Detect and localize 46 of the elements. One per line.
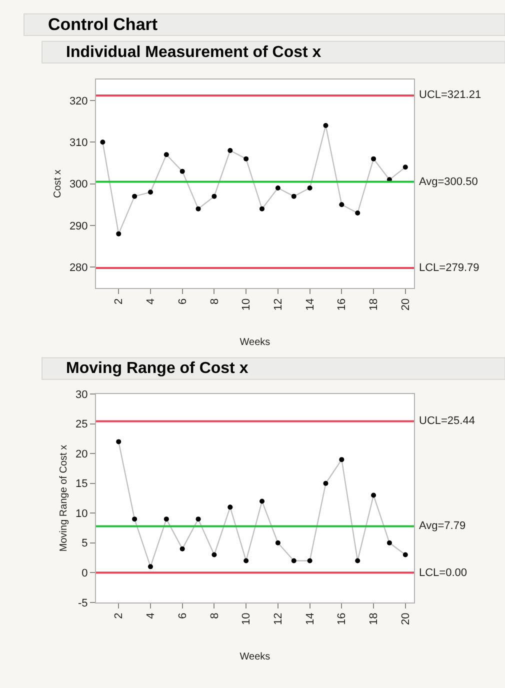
x-tick-label: 14	[304, 612, 316, 626]
y-axis-title: Cost x	[52, 170, 64, 198]
x-tick-label: 20	[400, 612, 412, 626]
y-tick-label: 0	[82, 567, 88, 580]
ref-line-label: UCL=25.44	[419, 415, 475, 427]
x-tick-label: 8	[208, 612, 221, 619]
x-tick-label: 16	[336, 612, 348, 626]
ref-line-label: LCL=0.00	[419, 567, 468, 579]
x-tick-label: 12	[272, 612, 285, 626]
chart-title: Control Chart	[48, 15, 158, 34]
y-tick-label: 25	[76, 418, 88, 431]
x-tick-label: 10	[240, 298, 253, 311]
x-tick-label: 20	[400, 298, 412, 311]
ref-line-label: UCL=321.21	[419, 89, 482, 101]
x-tick-label: 18	[368, 298, 380, 311]
chart-title: Moving Range of Cost x	[66, 360, 248, 377]
x-tick-label: 18	[368, 612, 380, 626]
x-tick-label: 16	[336, 298, 348, 311]
y-axis-title: Moving Range of Cost x	[58, 444, 70, 552]
chart-subtitle: Individual Measurement of Cost x	[66, 44, 322, 61]
x-tick-label: 2	[113, 612, 126, 619]
ref-line-label: LCL=279.79	[419, 262, 480, 274]
x-tick-label: 6	[176, 298, 189, 304]
y-tick-label: 320	[69, 95, 88, 108]
ref-line-label: Avg=300.50	[419, 176, 478, 188]
y-tick-label: 280	[69, 262, 88, 274]
y-tick-label: 30	[76, 388, 88, 401]
x-axis-title: Weeks	[240, 337, 270, 348]
y-tick-label: 5	[82, 538, 88, 550]
x-tick-label: 12	[272, 298, 285, 311]
x-tick-label: 4	[145, 612, 158, 619]
x-tick-label: 2	[113, 298, 126, 304]
x-tick-label: 8	[208, 298, 221, 304]
y-tick-label: 300	[69, 178, 88, 191]
y-tick-label: 290	[69, 220, 88, 232]
x-tick-label: 10	[240, 612, 253, 626]
y-tick-label: 310	[69, 137, 88, 150]
x-tick-label: 6	[176, 612, 189, 619]
y-tick-label: 15	[76, 478, 88, 490]
x-axis-title: Weeks	[240, 652, 270, 663]
ref-line-label: Avg=7.79	[419, 520, 466, 532]
x-tick-label: 14	[304, 298, 316, 311]
y-tick-label: 10	[76, 508, 88, 520]
y-tick-label: 20	[76, 448, 88, 460]
x-tick-label: 4	[145, 298, 158, 304]
y-tick-label: -5	[78, 597, 88, 610]
